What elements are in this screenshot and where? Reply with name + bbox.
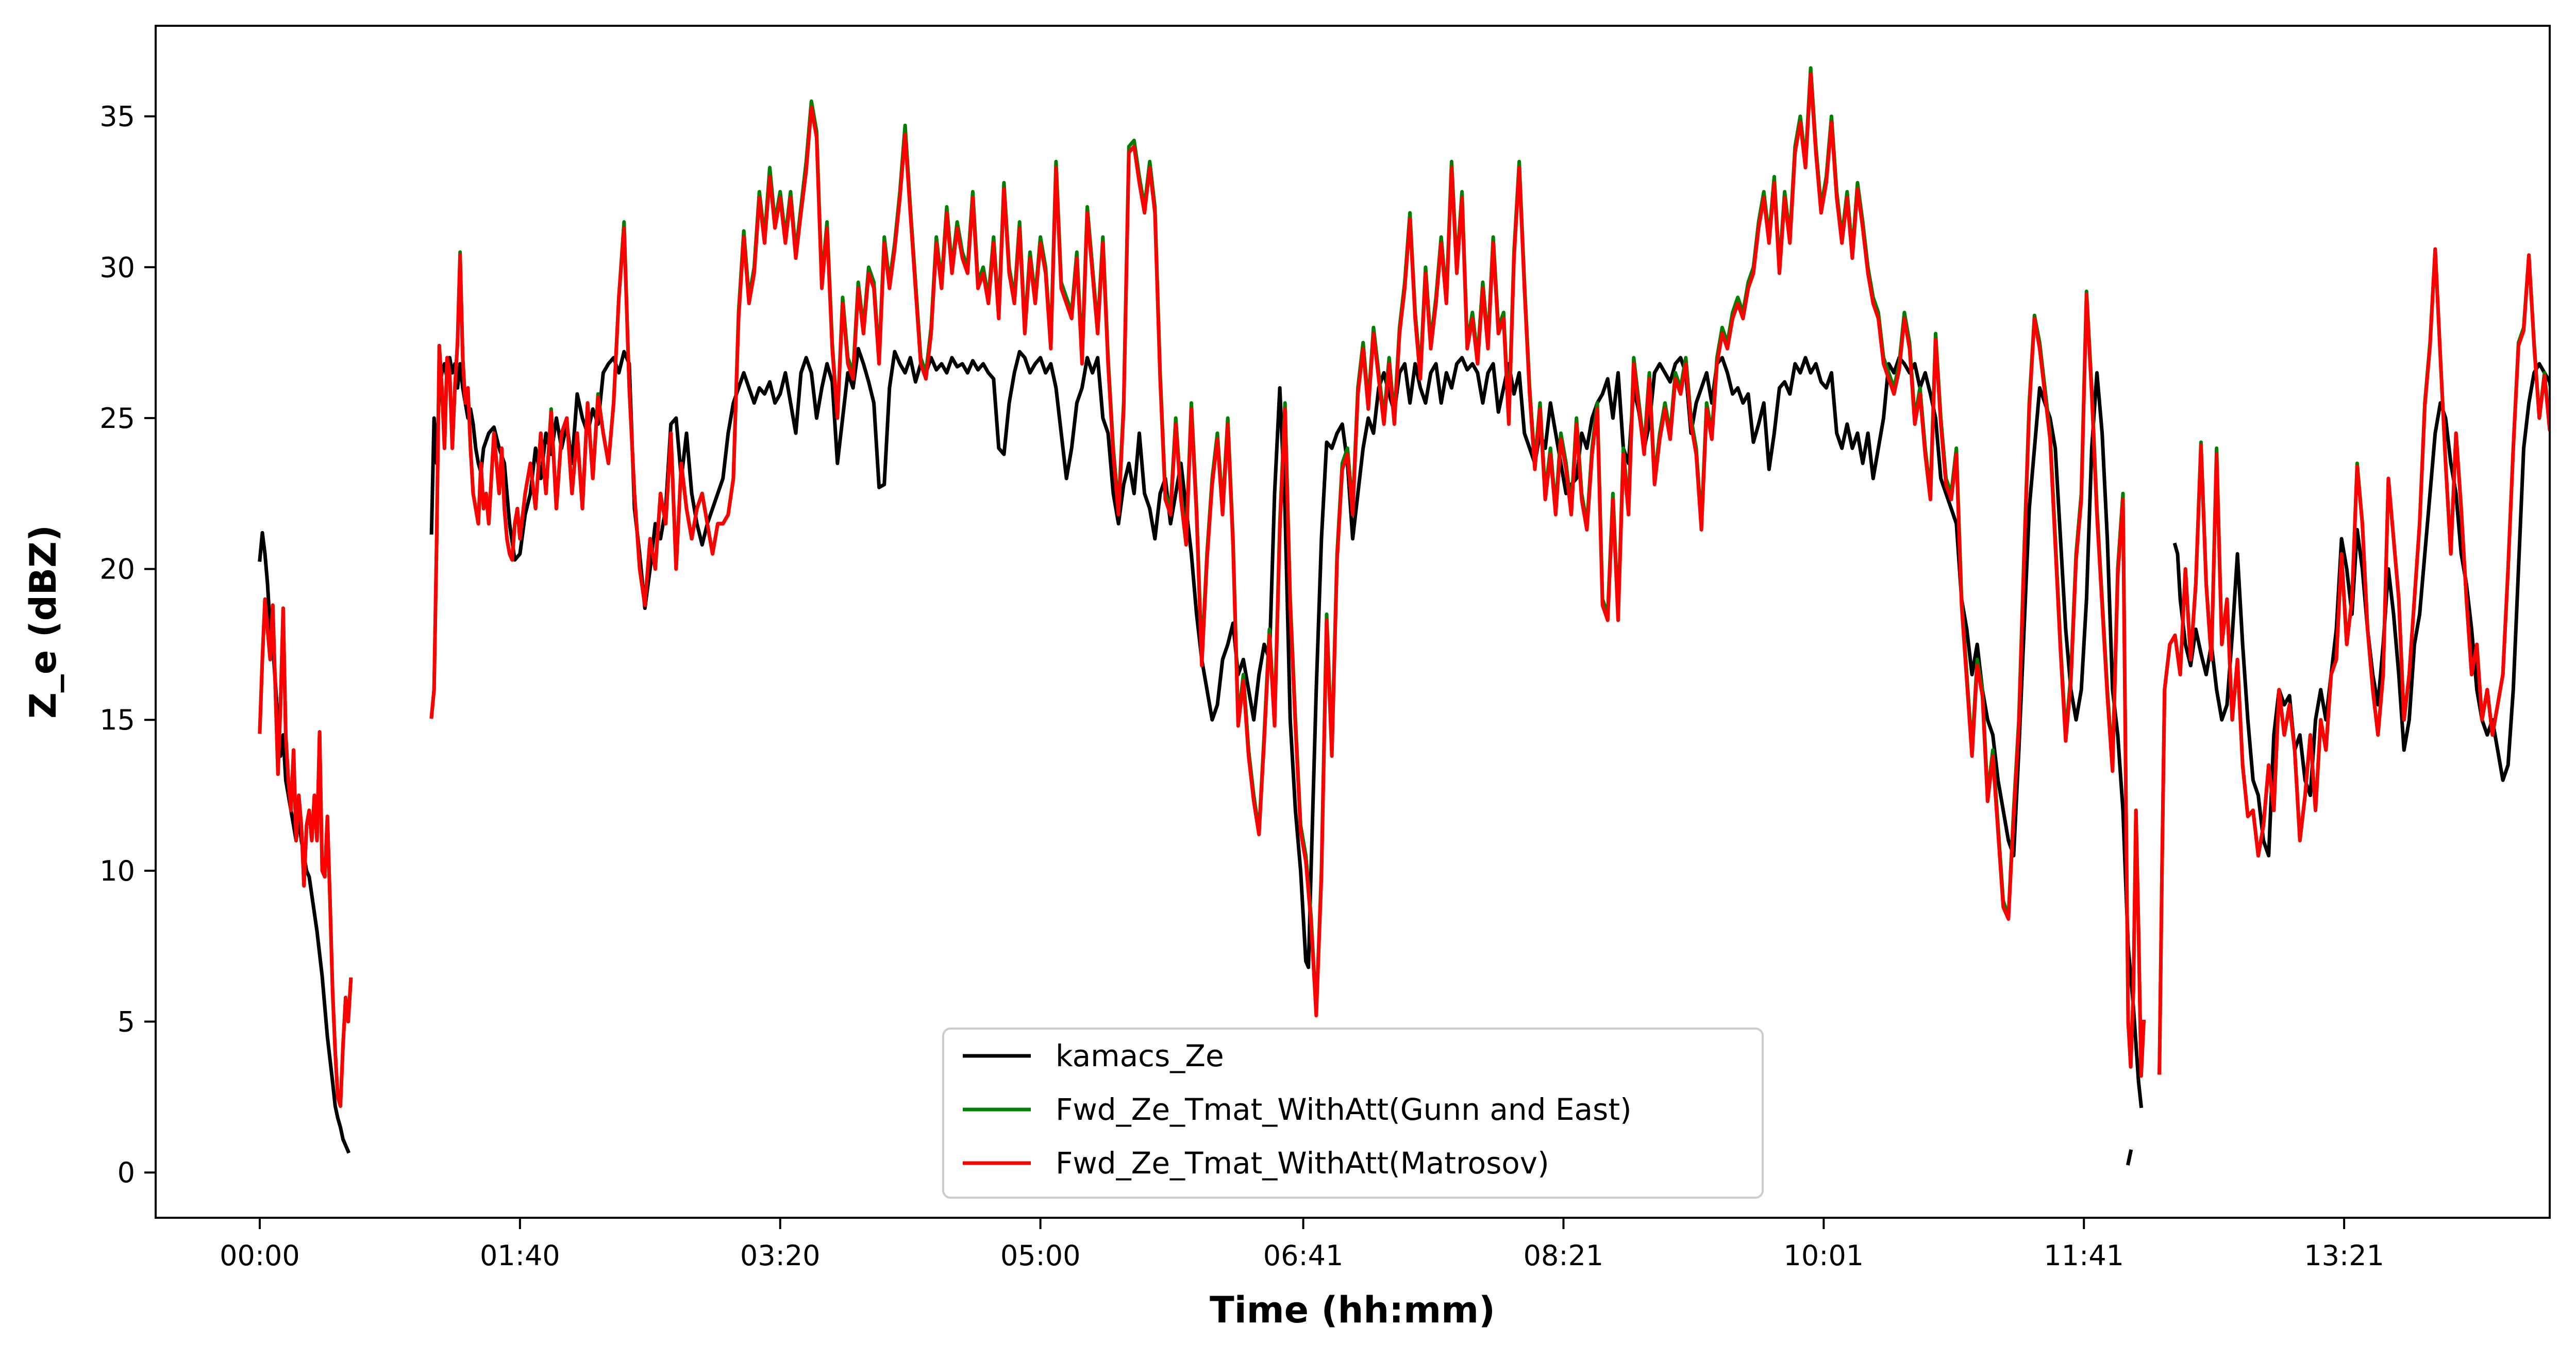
x-tick-label: 08:21 [1524,1239,1604,1272]
y-tick-label: 5 [118,1006,135,1038]
y-tick-label: 35 [99,101,135,133]
series-layer [258,66,2550,1166]
series-line-2 [258,72,2550,1108]
y-axis: 0 5 10 15 20 25 30 35 [99,101,156,1189]
y-tick-label: 0 [118,1156,135,1189]
x-axis-label: Time (hh:mm) [1210,1289,1495,1331]
x-tick-label: 01:40 [480,1239,560,1272]
legend-box [942,1028,1764,1199]
legend-label-kamacs: kamacs_Ze [1056,1038,1224,1073]
legend: kamacs_Ze Fwd_Ze_Tmat_WithAtt(Gunn and E… [942,1028,1764,1199]
x-tick-label: 00:00 [220,1239,300,1272]
x-axis: 00:00 01:40 03:20 05:00 06:41 08:21 10:01 11:41… [220,1218,2384,1272]
legend-label-gunn-east: Fwd_Ze_Tmat_WithAtt(Gunn and East) [1056,1092,1632,1127]
y-axis-label: Z_e (dBZ) [22,525,64,719]
y-tick-label: 15 [99,704,135,736]
y-tick-label: 25 [99,402,135,435]
x-tick-label: 11:41 [2044,1239,2124,1272]
x-tick-label: 13:21 [2304,1239,2384,1272]
legend-label-matrosov: Fwd_Ze_Tmat_WithAtt(Matrosov) [1056,1146,1549,1181]
x-tick-label: 05:00 [1000,1239,1081,1272]
plot-frame [155,25,2551,1219]
x-tick-label: 10:01 [1784,1239,1864,1272]
x-tick-label: 03:20 [740,1239,821,1272]
y-tick-label: 30 [99,251,135,284]
y-tick-label: 20 [99,553,135,586]
x-tick-label: 06:41 [1263,1239,1344,1272]
y-tick-label: 10 [99,855,135,887]
